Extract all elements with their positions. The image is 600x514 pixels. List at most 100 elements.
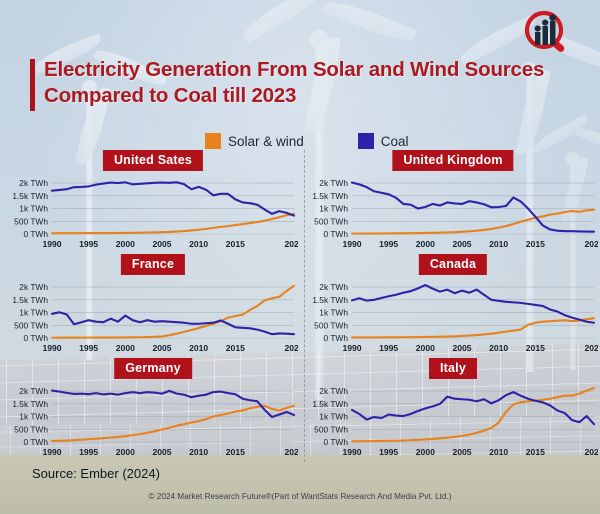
- chart-title-badge: Germany: [114, 358, 192, 379]
- x-axis-tick-label: 2010: [189, 343, 208, 353]
- series-line-solar-wind: [50, 404, 296, 443]
- x-axis-tick-label: 1990: [42, 447, 61, 457]
- x-axis-tick-label: 2023: [284, 239, 298, 249]
- legend-item-solar: Solar & wind: [205, 133, 304, 149]
- x-axis-tick-label: 1995: [379, 447, 398, 457]
- x-axis-tick-label: 2015: [526, 343, 545, 353]
- x-axis-tick-label: 2000: [416, 239, 435, 249]
- y-axis-tick-label: 0 TWh: [323, 229, 348, 239]
- y-axis-tick-label: 2k TWh: [19, 178, 48, 188]
- plot-area: 0 TWh 500 TWh 1k TWh 1.5k TWh 2k TWh 1990 1995…: [308, 380, 598, 462]
- series-line-coal: [50, 311, 296, 336]
- x-axis-tick-label: 2005: [152, 239, 171, 249]
- title-accent-bar: [30, 59, 35, 111]
- legend-label-solar: Solar & wind: [228, 133, 304, 149]
- x-axis-tick-label: 1995: [79, 239, 98, 249]
- x-axis-tick-label: 1995: [79, 447, 98, 457]
- wind-turbine-far-right: [530, 114, 600, 370]
- x-axis-tick-label: 2015: [226, 447, 245, 457]
- title-block: Electricity Generation From Solar and Wi…: [30, 57, 575, 111]
- y-axis-tick-label: 2k TWh: [319, 282, 348, 292]
- series-line-solar-wind: [350, 386, 596, 443]
- chart-title-badge: France: [120, 254, 186, 275]
- x-axis-tick-label: 1990: [342, 343, 361, 353]
- x-axis-tick-label: 1995: [379, 239, 398, 249]
- x-axis-tick-label: 1995: [79, 343, 98, 353]
- x-axis-tick-label: 2010: [489, 447, 508, 457]
- x-axis-tick-label: 2005: [452, 343, 471, 353]
- y-axis-tick-label: 500 TWh: [314, 216, 348, 226]
- y-axis-tick-label: 1.5k TWh: [312, 295, 348, 305]
- series-line-solar-wind: [50, 212, 296, 235]
- series-line-coal: [350, 284, 596, 324]
- company-logo: [516, 8, 576, 56]
- y-axis-tick-label: 1k TWh: [19, 308, 48, 318]
- y-axis-tick-label: 0 TWh: [23, 229, 48, 239]
- y-axis-tick-label: 1.5k TWh: [12, 295, 48, 305]
- legend-item-coal: Coal: [357, 133, 409, 149]
- wind-turbine-center: [238, 0, 445, 420]
- x-axis-tick-label: 1990: [342, 239, 361, 249]
- wind-turbine-right: [456, 14, 600, 380]
- x-axis-tick-label: 1990: [42, 343, 61, 353]
- x-axis-tick-label: 2023: [584, 343, 598, 353]
- chart-canada: Canada 0 TWh 500 TWh 1k TWh 1.5k TWh 2k TWh 1…: [308, 254, 598, 358]
- x-axis-tick-label: 2015: [526, 447, 545, 457]
- y-axis-tick-label: 2k TWh: [19, 386, 48, 396]
- source-text: Source: Ember (2024): [32, 466, 160, 481]
- y-axis-tick-label: 1k TWh: [19, 412, 48, 422]
- series-line-coal: [350, 181, 596, 233]
- plot-area: 0 TWh 500 TWh 1k TWh 1.5k TWh 2k TWh 1990 1995…: [8, 276, 298, 358]
- page-title: Electricity Generation From Solar and Wi…: [44, 58, 545, 107]
- y-axis-tick-label: 0 TWh: [23, 333, 48, 343]
- series-line-coal: [350, 391, 596, 426]
- y-axis-tick-label: 2k TWh: [319, 178, 348, 188]
- bar-chart-icon: [534, 14, 557, 45]
- legend-swatch-coal-icon: [357, 133, 374, 149]
- y-axis-tick-label: 2k TWh: [19, 282, 48, 292]
- plot-area: 0 TWh 500 TWh 1k TWh 1.5k TWh 2k TWh 1990 1995…: [8, 380, 298, 462]
- x-axis-tick-label: 1995: [379, 343, 398, 353]
- column-divider: [304, 150, 305, 462]
- plot-area: 0 TWh 500 TWh 1k TWh 1.5k TWh 2k TWh 1990 1995…: [308, 172, 598, 254]
- x-axis-tick-label: 2023: [284, 343, 298, 353]
- y-axis-tick-label: 1.5k TWh: [12, 191, 48, 201]
- x-axis-tick-label: 2000: [416, 343, 435, 353]
- chart-united-states: United Sates 0 TWh 500 TWh 1k TWh 1.5k TWh 2…: [8, 150, 298, 254]
- ground-strip: [0, 455, 600, 514]
- y-axis-tick-label: 1.5k TWh: [12, 399, 48, 409]
- series-line-solar-wind: [50, 284, 296, 339]
- plot-area: 0 TWh 500 TWh 1k TWh 1.5k TWh 2k TWh 1990 1995…: [308, 276, 598, 358]
- wind-turbine-left: [31, 30, 190, 360]
- copyright-text: © 2024 Market Research Future®(Part of W…: [148, 492, 452, 501]
- chart-title-badge: United Kingdom: [392, 150, 514, 171]
- x-axis-tick-label: 2010: [489, 239, 508, 249]
- chart-france: France 0 TWh 500 TWh 1k TWh 1.5k TWh 2k TWh 1…: [8, 254, 298, 358]
- series-line-coal: [50, 181, 296, 217]
- x-axis-tick-label: 2005: [152, 447, 171, 457]
- x-axis-tick-label: 2023: [584, 447, 598, 457]
- x-axis-tick-label: 2005: [452, 447, 471, 457]
- legend-label-coal: Coal: [380, 133, 409, 149]
- y-axis-tick-label: 1k TWh: [319, 204, 348, 214]
- chart-united-kingdom: United Kingdom 0 TWh 500 TWh 1k TWh 1.5k TW…: [308, 150, 598, 254]
- chart-title-badge: Canada: [418, 254, 488, 275]
- y-axis-tick-label: 1k TWh: [319, 308, 348, 318]
- x-axis-tick-label: 2023: [284, 447, 298, 457]
- x-axis-tick-label: 2000: [416, 447, 435, 457]
- y-axis-tick-label: 500 TWh: [14, 424, 48, 434]
- y-axis-tick-label: 1.5k TWh: [312, 191, 348, 201]
- x-axis-tick-label: 2010: [489, 343, 508, 353]
- x-axis-tick-label: 2005: [452, 239, 471, 249]
- series-line-solar-wind: [350, 317, 596, 339]
- plot-area: 0 TWh 500 TWh 1k TWh 1.5k TWh 2k TWh 1990 1995…: [8, 172, 298, 254]
- x-axis-tick-label: 2000: [116, 239, 135, 249]
- chart-italy: Italy 0 TWh 500 TWh 1k TWh 1.5k TWh 2k TWh 19…: [308, 358, 598, 462]
- series-line-solar-wind: [350, 208, 596, 235]
- y-axis-tick-label: 1k TWh: [319, 412, 348, 422]
- x-axis-tick-label: 1990: [342, 447, 361, 457]
- chart-legend: Solar & wind Coal: [205, 133, 409, 149]
- x-axis-tick-label: 1990: [42, 239, 61, 249]
